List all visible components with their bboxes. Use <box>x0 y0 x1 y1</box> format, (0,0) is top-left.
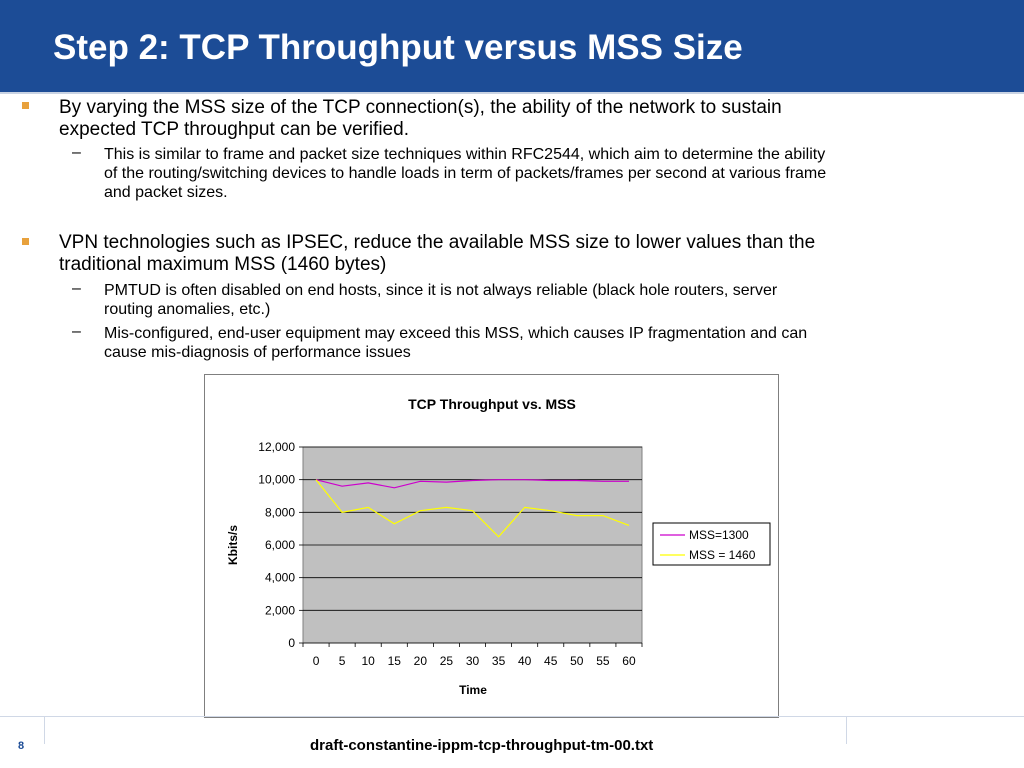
bullet-marker <box>22 238 29 245</box>
x-tick-label: 20 <box>414 654 428 668</box>
legend-box <box>652 522 771 566</box>
footer-tick <box>44 716 45 744</box>
bullet-2-sub-1-line-1: PMTUD is often disabled on end hosts, si… <box>104 282 778 299</box>
bullet-2-line-1: VPN technologies such as IPSEC, reduce t… <box>59 232 816 253</box>
series-line-mss-1460 <box>315 479 630 538</box>
title-bar: Step 2: TCP Throughput versus MSS Size <box>0 0 1024 94</box>
throughput-chart: TCP Throughput vs. MSS Kbits/s Time 0 2,0… <box>226 396 771 697</box>
x-axis-label: Time <box>459 683 487 697</box>
page-number: 8 <box>18 740 25 752</box>
legend-label-mss-1300: MSS=1300 <box>689 528 749 542</box>
y-tick-label: 12,000 <box>258 440 295 454</box>
bullet-1-line-1: By varying the MSS size of the TCP conne… <box>59 97 782 118</box>
x-tick-label: 25 <box>440 654 454 668</box>
footer-document-name: draft-constantine-ippm-tcp-throughput-tm… <box>310 737 654 754</box>
y-axis-label: Kbits/s <box>226 525 240 565</box>
y-tick-label: 8,000 <box>265 505 295 519</box>
y-tick-label: 10,000 <box>258 473 295 487</box>
x-tick-label: 35 <box>492 654 506 668</box>
x-tick-label: 40 <box>518 654 532 668</box>
x-tick-label: 15 <box>388 654 402 668</box>
y-tick-label: 4,000 <box>265 571 295 585</box>
x-tick-label: 30 <box>466 654 480 668</box>
bullet-1-sub-1-line-2: of the routing/switching devices to hand… <box>104 165 827 182</box>
slide-title: Step 2: TCP Throughput versus MSS Size <box>53 28 743 67</box>
bullet-2-sub-2-line-1: Mis-configured, end-user equipment may e… <box>104 325 808 342</box>
x-tick-label: 55 <box>596 654 610 668</box>
chart-frame: TCP Throughput vs. MSS Kbits/s Time 0 2,0… <box>204 374 779 718</box>
legend-label-mss-1460: MSS = 1460 <box>689 548 756 562</box>
legend: MSS=1300 MSS = 1460 <box>652 522 771 566</box>
chart-title: TCP Throughput vs. MSS <box>408 396 576 412</box>
sub-bullet-dash: – <box>72 280 81 297</box>
y-tick-label: 2,000 <box>265 603 295 617</box>
bullet-1-sub-1-line-1: This is similar to frame and packet size… <box>104 146 826 163</box>
bullet-2-line-2: traditional maximum MSS (1460 bytes) <box>59 254 387 275</box>
bullet-1-line-2: expected TCP throughput can be verified. <box>59 119 409 140</box>
sub-bullet-dash: – <box>72 323 81 340</box>
series-line-mss-1300 <box>315 479 629 489</box>
x-tick-label: 50 <box>570 654 584 668</box>
sub-bullet-dash: – <box>72 144 81 161</box>
bullet-marker <box>22 102 29 109</box>
footer-divider <box>0 716 1024 717</box>
bullet-1-sub-1-line-3: and packet sizes. <box>104 184 228 201</box>
x-tick-label: 45 <box>544 654 558 668</box>
x-tick-label: 0 <box>313 654 320 668</box>
x-tick-label: 60 <box>622 654 636 668</box>
bullet-2-sub-1-line-2: routing anomalies, etc.) <box>104 301 271 318</box>
bullet-2-sub-2-line-2: cause mis-diagnosis of performance issue… <box>104 344 411 361</box>
y-tick-label: 0 <box>288 636 295 650</box>
x-tick-label: 10 <box>362 654 376 668</box>
y-tick-label: 6,000 <box>265 538 295 552</box>
x-tick-label: 5 <box>339 654 346 668</box>
footer-tick <box>846 716 847 744</box>
